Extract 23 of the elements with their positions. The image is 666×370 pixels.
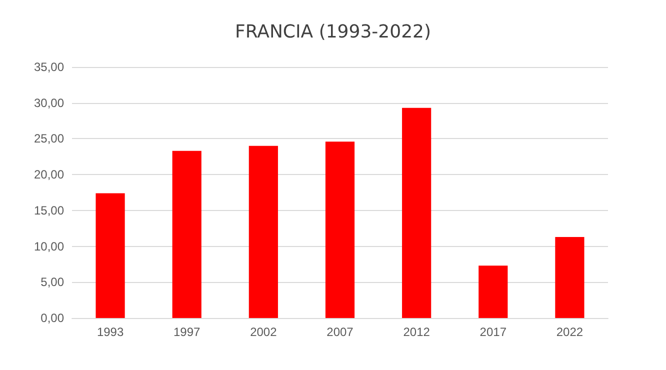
bar bbox=[555, 236, 584, 318]
y-tick-label: 0,00 bbox=[40, 311, 64, 325]
y-tick-label: 10,00 bbox=[34, 239, 64, 254]
bar bbox=[325, 142, 355, 318]
bar bbox=[96, 193, 125, 318]
bar bbox=[478, 266, 508, 318]
bar bbox=[248, 146, 278, 318]
y-tick-label: 35,00 bbox=[34, 60, 64, 74]
y-tick-label: 15,00 bbox=[34, 203, 64, 218]
x-tick-label: 1997 bbox=[174, 325, 201, 339]
bar bbox=[402, 108, 432, 318]
x-tick-label: 2017 bbox=[480, 325, 507, 339]
bar bbox=[172, 150, 202, 318]
y-tick-label: 5,00 bbox=[40, 275, 64, 290]
x-tick-label: 2002 bbox=[250, 325, 278, 339]
x-tick-label: 2007 bbox=[326, 325, 354, 339]
chart-title: FRANCIA (1993-2022) bbox=[235, 22, 431, 42]
y-tick-label: 25,00 bbox=[34, 132, 64, 146]
x-tick-label: 1993 bbox=[96, 325, 124, 339]
x-tick-label: 2022 bbox=[556, 325, 584, 339]
y-tick-label: 20,00 bbox=[34, 168, 64, 182]
x-tick-label: 2012 bbox=[403, 325, 430, 339]
y-tick-label: 30,00 bbox=[34, 96, 64, 110]
